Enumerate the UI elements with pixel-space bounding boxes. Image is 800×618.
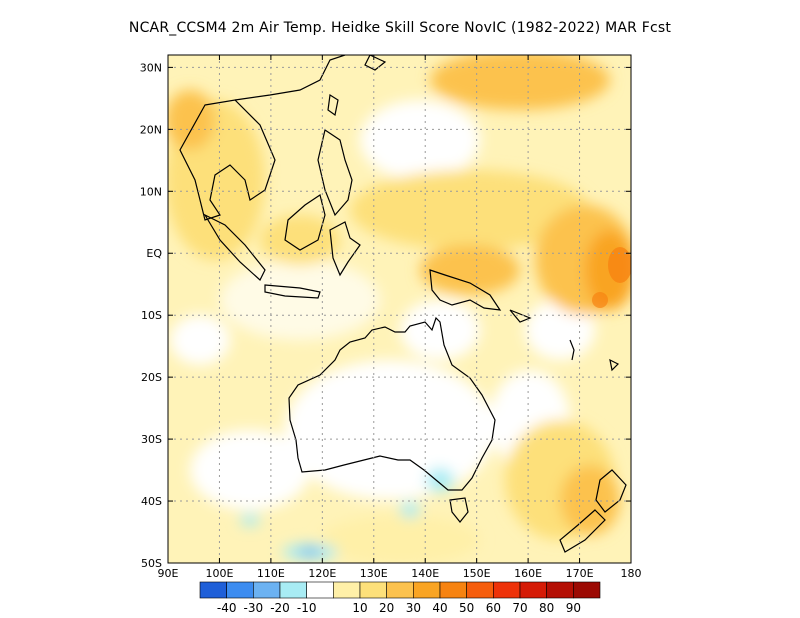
y-tick-label: 20N xyxy=(140,123,162,136)
colorbar-label: 40 xyxy=(432,601,447,615)
colorbar-swatch xyxy=(253,581,281,599)
y-tick-label: 30N xyxy=(140,61,162,74)
coastline-indochina xyxy=(179,99,276,221)
coastline-japan xyxy=(364,55,387,71)
coastline-tasmania xyxy=(449,497,469,523)
map-gridlines xyxy=(168,55,631,563)
colorbar-swatch xyxy=(439,581,467,599)
colorbar-label: 80 xyxy=(539,601,554,615)
x-tick-label: 90E xyxy=(158,567,179,580)
y-tick-label: 10S xyxy=(141,309,162,322)
x-tick-label: 180 xyxy=(621,567,642,580)
coastline-java xyxy=(264,284,321,299)
colorbar-label: -10 xyxy=(297,601,317,615)
y-tick-label: 10N xyxy=(140,185,162,198)
x-tick-label: 120E xyxy=(308,567,336,580)
colorbar-label: 50 xyxy=(459,601,474,615)
colorbar-swatch xyxy=(519,581,547,599)
coastline-new-guinea xyxy=(429,269,502,311)
colorbar-label: 20 xyxy=(379,601,394,615)
colorbar-label: 30 xyxy=(406,601,421,615)
y-tick-label: EQ xyxy=(146,247,162,260)
coastline-solomon xyxy=(509,309,532,323)
x-tick-label: 160E xyxy=(514,567,542,580)
map-frame xyxy=(167,54,632,564)
colorbar-swatch xyxy=(493,581,521,599)
colorbar-label: -40 xyxy=(217,601,237,615)
colorbar-swatch xyxy=(413,581,441,599)
coastline-australia xyxy=(288,316,496,491)
coastline-new-zealand-north xyxy=(595,469,627,513)
x-tick-label: 140E xyxy=(411,567,439,580)
colorbar-label: 70 xyxy=(512,601,527,615)
colorbar-swatch xyxy=(279,581,307,599)
y-tick-label: 50S xyxy=(141,557,162,570)
coastline-sumatra xyxy=(203,213,266,281)
x-tick-label: 130E xyxy=(360,567,388,580)
map-title: NCAR_CCSM4 2m Air Temp. Heidke Skill Sco… xyxy=(128,20,672,36)
colorbar: -40 -30 -20 -10 10 20 30 40 50 60 70 80 90 xyxy=(199,581,601,615)
y-tick-label: 20S xyxy=(141,371,162,384)
latitude-axis: 30N 20N 10N EQ 10S 20S 30S 40S 50S xyxy=(140,61,631,570)
coastline-fiji xyxy=(609,358,620,372)
colorbar-label: 60 xyxy=(486,601,501,615)
colorbar-swatch xyxy=(466,581,494,599)
map-plot-area xyxy=(167,54,632,564)
coastline-taiwan xyxy=(327,93,339,117)
coastlines xyxy=(179,55,627,553)
coastline-china xyxy=(234,55,346,101)
colorbar-label: -30 xyxy=(244,601,264,615)
colorbar-swatch xyxy=(199,581,227,599)
coastline-vanuatu xyxy=(569,339,575,361)
colorbar-swatch xyxy=(386,581,414,599)
colorbar-label: 90 xyxy=(566,601,581,615)
colorbar-swatch xyxy=(546,581,574,599)
skill-field xyxy=(168,55,631,563)
coastline-philippines xyxy=(317,129,353,217)
y-tick-label: 40S xyxy=(141,495,162,508)
colorbar-swatch xyxy=(306,581,334,599)
colorbar-swatch xyxy=(359,581,387,599)
colorbar-swatch xyxy=(333,581,361,599)
colorbar-swatch xyxy=(226,581,254,599)
x-tick-label: 110E xyxy=(257,567,285,580)
colorbar-swatch xyxy=(573,581,601,599)
colorbar-label: 10 xyxy=(352,601,367,615)
coastline-new-zealand-south xyxy=(559,509,606,553)
x-tick-label: 150E xyxy=(463,567,491,580)
colorbar-label: -20 xyxy=(270,601,290,615)
longitude-axis: 90E 100E 110E 120E 130E 140E 150E 160E 170E 180 xyxy=(158,55,642,580)
coastline-borneo xyxy=(284,194,326,251)
y-tick-label: 30S xyxy=(141,433,162,446)
x-tick-label: 170E xyxy=(566,567,594,580)
x-tick-label: 100E xyxy=(205,567,233,580)
